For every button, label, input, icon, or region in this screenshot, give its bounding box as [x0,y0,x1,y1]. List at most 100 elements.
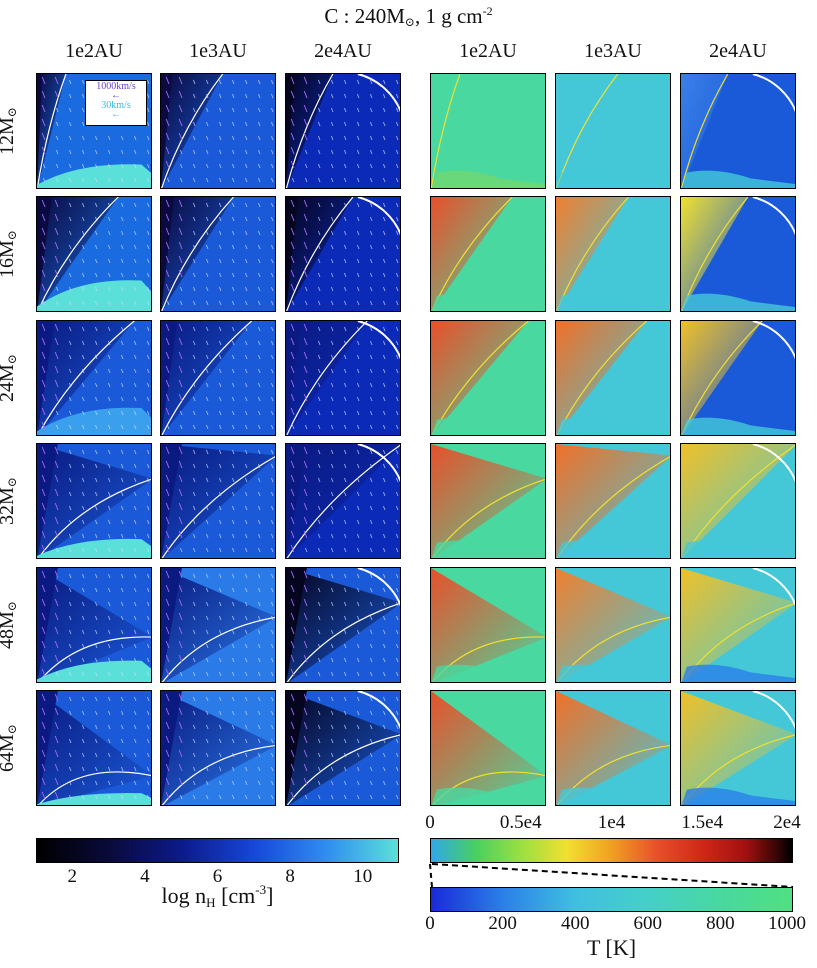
velocity-arrow [382,135,386,141]
velocity-arrow [81,794,85,800]
velocity-arrow [369,368,373,374]
velocity-arrow [120,477,124,483]
velocity-arrow [257,216,261,222]
velocity-arrow [178,351,183,360]
velocity-arrow [270,696,274,702]
velocity-arrow [81,177,85,183]
velocity-arrow [356,163,360,169]
velocity-arrow [369,121,373,127]
velocity-arrow [257,601,261,607]
velocity-arrow [330,121,334,127]
velocity-arrow [257,671,261,677]
velocity-arrow [330,396,334,402]
velocity-arrow [356,696,360,702]
velocity-arrow [68,424,72,430]
density-panel-32-1e3AU [160,443,276,559]
velocity-arrow [244,752,248,758]
velocity-arrow [395,696,399,702]
velocity-arrow [146,163,150,169]
velocity-arrow [244,354,248,360]
velocity-arrow [343,163,347,169]
velocity-arrow [133,135,137,141]
velocity-arrow [290,721,295,730]
velocity-arrow [343,629,347,635]
velocity-arrow [270,382,274,388]
velocity-arrow [146,601,150,607]
velocity-arrow [120,410,124,416]
temperature-panel-24-1e2AU [430,320,546,436]
velocity-arrow [55,163,59,169]
velocity-arrow [192,107,196,113]
velocity-arrow [54,379,59,388]
velocity-arrow [270,272,274,278]
velocity-arrow [192,424,196,430]
velocity-arrow [244,272,248,278]
velocity-arrow [146,629,150,635]
velocity-arrow [395,424,399,430]
velocity-arrow [81,766,85,772]
velocity-arrow [343,177,347,183]
velocity-arrow [54,502,59,511]
velocity-arrow [146,657,150,663]
velocity-arrow [146,340,150,346]
velocity-arrow [205,93,209,99]
velocity-arrow [395,519,399,525]
velocity-arrow [94,354,98,360]
velocity-arrow [205,533,209,539]
velocity-arrow [68,724,72,730]
velocity-arrow [205,449,209,455]
velocity-arrow [146,671,150,677]
velocity-arrow [54,749,59,758]
velocity-arrow [257,449,261,455]
velocity-arrow [41,488,46,497]
density-colorbar-label: log nH [cm-3] [161,882,274,910]
velocity-arrow [317,463,321,469]
velocity-arrow [146,794,150,800]
velocity-arrow [133,752,137,758]
velocity-arrow [41,118,46,127]
velocity-arrow [81,533,85,539]
velocity-arrow [218,149,222,155]
velocity-arrow [120,163,124,169]
velocity-arrow [244,710,248,716]
velocity-legend-fast-arrow: ← [111,90,121,101]
velocity-arrow [369,230,373,236]
velocity-arrow [270,601,274,607]
velocity-arrow [205,230,209,236]
velocity-arrow [120,752,124,758]
velocity-arrow [166,177,170,183]
velocity-arrow [165,255,170,264]
velocity-arrow [107,547,111,553]
velocity-arrow [369,710,373,716]
velocity-arrow [290,323,295,332]
velocity-arrow [257,752,261,758]
velocity-arrow [179,671,183,677]
velocity-arrow [356,202,360,208]
velocity-arrow [330,547,334,553]
velocity-arrow [382,533,386,539]
velocity-arrow [395,657,399,663]
velocity-arrow [81,519,85,525]
velocity-arrow [133,643,137,649]
velocity-arrow [107,519,111,525]
velocity-arrow [270,93,274,99]
velocity-arrow [68,216,72,222]
velocity-arrow [94,780,98,786]
velocity-arrow [178,446,183,455]
velocity-arrow [120,177,124,183]
velocity-arrow [68,547,72,553]
velocity-arrow [81,79,85,85]
velocity-arrow [343,149,347,155]
velocity-arrow [146,780,150,786]
velocity-arrow [178,90,183,99]
outflow-cone [556,568,670,682]
outflow-cone [431,197,513,311]
velocity-arrow [369,286,373,292]
velocity-arrow [146,135,150,141]
velocity-arrow [192,724,196,730]
velocity-arrow [192,657,196,663]
velocity-arrow [395,477,399,483]
shock-arc [357,568,400,607]
velocity-arrow [317,533,321,539]
velocity-arrow [165,735,170,744]
